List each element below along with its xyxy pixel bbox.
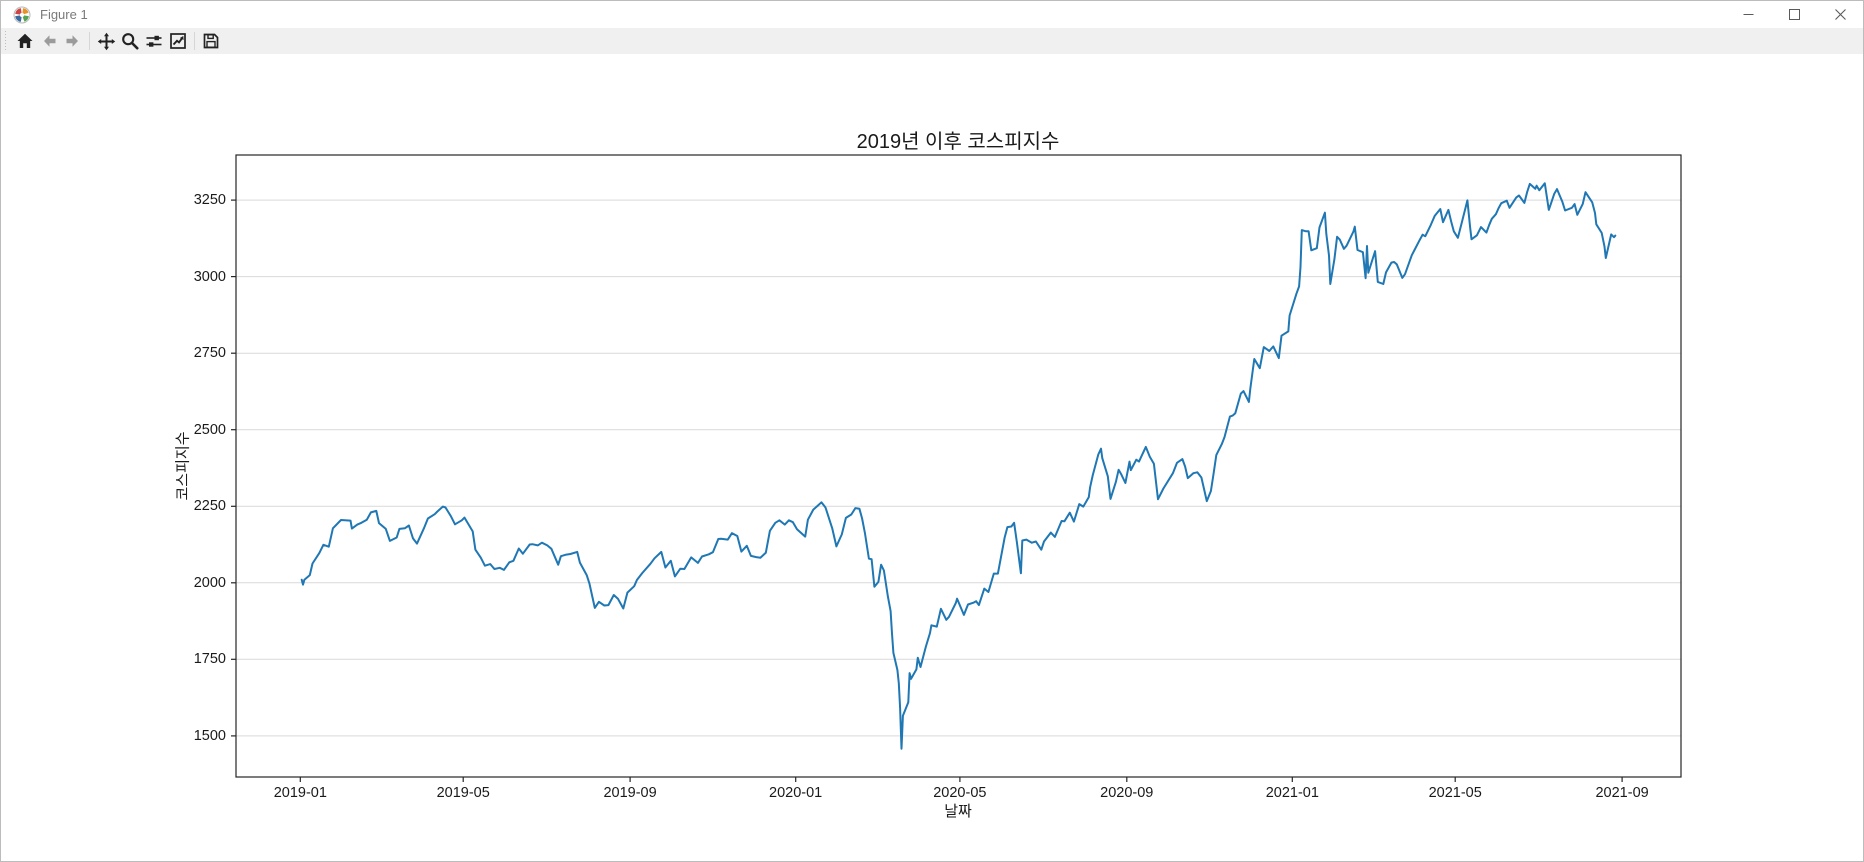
y-tick-label: 2500	[193, 421, 226, 438]
x-tick-label: 2019-09	[603, 785, 657, 801]
x-tick-label: 2021-01	[1265, 785, 1319, 801]
customize-axes-icon	[170, 33, 186, 49]
x-tick-label: 2019-01	[273, 785, 327, 801]
zoom-button[interactable]	[118, 29, 142, 53]
home-icon	[17, 33, 33, 48]
pan-icon	[97, 32, 115, 50]
subplots-sliders-icon	[146, 35, 162, 47]
toolbar-separator	[194, 32, 195, 50]
y-tick-label: 2250	[193, 498, 226, 515]
y-axis-label: 코스피지수	[174, 431, 192, 501]
x-axis-label: 날짜	[944, 803, 972, 820]
x-tick-label: 2019-05	[436, 785, 490, 801]
y-tick-label: 2000	[193, 574, 226, 591]
back-button[interactable]	[37, 29, 61, 53]
forward-button[interactable]	[61, 29, 85, 53]
back-arrow-icon	[44, 35, 56, 47]
customize-button[interactable]	[166, 29, 190, 53]
save-floppy-icon	[203, 33, 219, 49]
subplots-button[interactable]	[142, 29, 166, 53]
y-tick-label: 3000	[193, 268, 226, 285]
x-tick-label: 2020-01	[769, 785, 823, 801]
pan-button[interactable]	[94, 29, 118, 53]
y-tick-label: 1750	[193, 651, 226, 668]
matplotlib-toolbar	[1, 28, 1863, 54]
toolbar-grip	[4, 31, 7, 51]
forward-arrow-icon	[66, 35, 78, 47]
chart-title: 2019년 이후 코스피지수	[856, 131, 1060, 153]
y-tick-label: 2750	[193, 345, 226, 362]
matplotlib-logo-icon	[13, 6, 31, 23]
x-tick-label: 2020-09	[1100, 785, 1154, 801]
y-tick-label: 3250	[193, 192, 226, 209]
home-button[interactable]	[13, 29, 37, 53]
window-title: Figure 1	[40, 7, 88, 22]
title-bar: Figure 1	[1, 1, 1863, 28]
toolbar-separator	[89, 32, 90, 50]
x-tick-label: 2020-05	[933, 785, 987, 801]
y-tick-label: 1500	[193, 727, 226, 744]
zoom-magnifier-icon	[122, 33, 139, 50]
figure-canvas[interactable]	[1, 54, 1863, 861]
close-button[interactable]	[1817, 1, 1863, 28]
x-tick-label: 2021-05	[1428, 785, 1482, 801]
minimize-button[interactable]	[1725, 1, 1771, 28]
window-controls	[1725, 1, 1863, 28]
save-button[interactable]	[199, 29, 223, 53]
maximize-button[interactable]	[1771, 1, 1817, 28]
x-tick-label: 2021-09	[1595, 785, 1649, 801]
